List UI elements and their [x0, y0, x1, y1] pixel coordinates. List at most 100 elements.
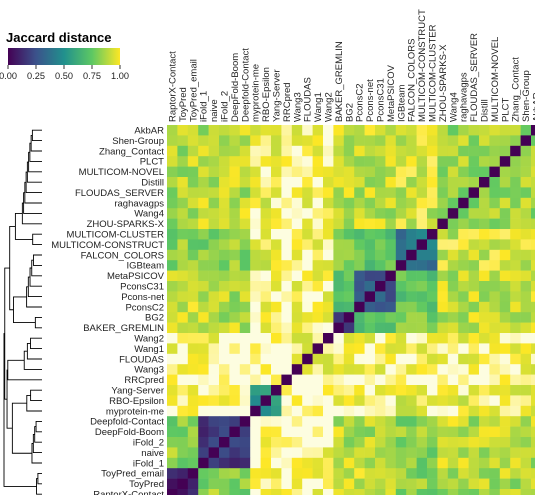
heatmap-cell [271, 229, 282, 240]
heatmap-cell [333, 156, 345, 167]
heatmap-cell [281, 343, 293, 355]
heatmap-cell [489, 239, 501, 251]
column-label: IGBteam [396, 84, 407, 122]
heatmap-cell [510, 395, 521, 407]
heatmap-cell [333, 353, 345, 365]
heatmap-cell [468, 457, 480, 469]
heatmap-cell [187, 364, 199, 375]
heatmap-cell [447, 135, 459, 147]
heatmap-cell [406, 135, 417, 147]
heatmap-cell [343, 468, 355, 479]
heatmap-cell [458, 187, 469, 199]
heatmap-cell [198, 291, 209, 303]
heatmap-cell [302, 468, 313, 479]
heatmap-cell [281, 166, 293, 178]
heatmap-cell [479, 239, 490, 251]
heatmap-cell [250, 125, 261, 136]
heatmap-cell [177, 364, 189, 375]
heatmap-cell [187, 405, 199, 417]
heatmap-cell [510, 312, 521, 323]
heatmap-cell [406, 405, 417, 417]
colorbar-tick-label: 0.00 [0, 71, 17, 81]
heatmap-cell [323, 468, 334, 479]
heatmap-cell [281, 312, 293, 323]
heatmap-cell [323, 322, 334, 334]
heatmap-cell [208, 239, 220, 251]
heatmap-cell [198, 135, 209, 147]
heatmap-cell [531, 437, 535, 448]
heatmap-cell [333, 249, 345, 261]
heatmap-cell [323, 177, 334, 188]
heatmap-cell [395, 385, 407, 396]
heatmap-cell [229, 426, 241, 438]
heatmap-cell [354, 249, 365, 261]
heatmap-cell [489, 437, 501, 448]
dendrogram-branch [26, 394, 42, 412]
heatmap-cell [219, 281, 230, 292]
heatmap-cell [177, 291, 189, 303]
heatmap-cell [312, 374, 324, 386]
heatmap-cell [229, 437, 241, 448]
heatmap-cell [427, 301, 438, 313]
heatmap-cell [395, 229, 407, 240]
heatmap-cell [302, 416, 313, 427]
heatmap-cell [531, 416, 535, 427]
heatmap-cell [229, 343, 241, 355]
heatmap-cell [302, 125, 313, 136]
heatmap-cell [260, 437, 272, 448]
heatmap-cell [281, 135, 293, 147]
row-label: Wang3 [134, 365, 164, 376]
heatmap-cell [260, 312, 272, 323]
heatmap-cell [468, 468, 480, 479]
heatmap-cell [354, 364, 365, 375]
heatmap-cell [219, 301, 230, 313]
heatmap-cell [520, 197, 532, 209]
heatmap-cell [291, 405, 303, 417]
heatmap-cell [219, 395, 230, 407]
heatmap-cell [177, 135, 189, 147]
heatmap-cell [437, 145, 449, 157]
heatmap-cell [354, 333, 365, 344]
heatmap-cell [354, 281, 365, 292]
heatmap-cell [364, 125, 376, 136]
heatmap-cell [375, 229, 386, 240]
heatmap-cell [458, 312, 469, 323]
heatmap-cell [229, 135, 241, 147]
heatmap-cell [447, 322, 459, 334]
heatmap-cell [333, 437, 345, 448]
heatmap-cell [312, 437, 324, 448]
heatmap-cell [177, 187, 189, 199]
heatmap-cell [531, 374, 535, 386]
row-label: Wang4 [134, 209, 164, 220]
column-label: ToyPred [178, 87, 189, 122]
heatmap-cell [510, 333, 521, 344]
heatmap-cell [531, 333, 535, 344]
heatmap-cell [510, 343, 521, 355]
heatmap-cell [260, 281, 272, 292]
heatmap-cell [375, 489, 386, 495]
heatmap-cell [250, 166, 261, 178]
heatmap-cell [208, 291, 220, 303]
heatmap-cell [302, 218, 313, 230]
heatmap-cell [291, 312, 303, 323]
heatmap-cell [395, 208, 407, 219]
heatmap-cell [354, 177, 365, 188]
heatmap-cell [395, 374, 407, 386]
heatmap-cell [167, 208, 178, 219]
heatmap-cell [364, 489, 376, 495]
heatmap-cell [302, 156, 313, 167]
heatmap-cell [458, 156, 469, 167]
heatmap-cell [208, 125, 220, 136]
heatmap-cell [489, 249, 501, 261]
heatmap-cell [364, 457, 376, 469]
heatmap-cell [312, 260, 324, 271]
heatmap-cell [271, 374, 282, 386]
heatmap-cell [447, 468, 459, 479]
heatmap-cell [395, 260, 407, 271]
heatmap-cell [208, 281, 220, 292]
heatmap-cell [447, 405, 459, 417]
heatmap-cell [354, 343, 365, 355]
heatmap-cell [229, 291, 241, 303]
row-label: FALCON_COLORS [81, 250, 164, 261]
heatmap-cell [406, 197, 417, 209]
